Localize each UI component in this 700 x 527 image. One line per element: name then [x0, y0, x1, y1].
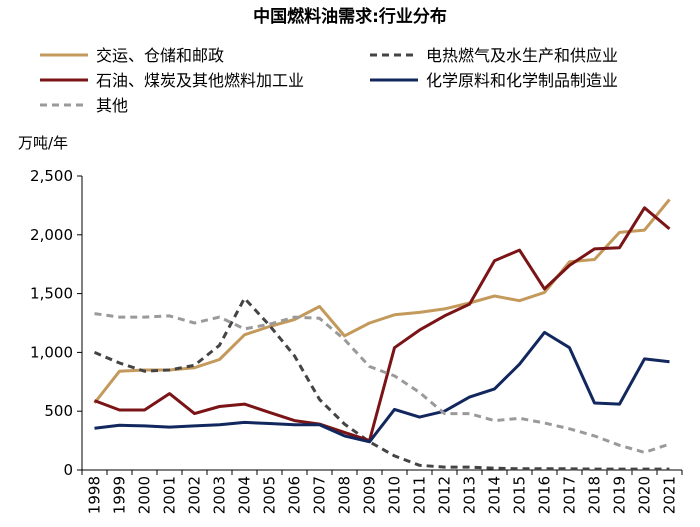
- series-line-series-5: [94, 312, 670, 454]
- legend-item-series-2: 电热燃气及水生产和供应业: [370, 46, 618, 65]
- y-tick-label: 1,000: [30, 343, 73, 361]
- x-tick-label: 2016: [536, 476, 554, 514]
- legend-item-series-4: 化学原料和化学制品制造业: [370, 71, 618, 90]
- x-tick-label: 2009: [361, 476, 379, 514]
- legend-item-series-3: 石油、煤炭及其他燃料加工业: [40, 71, 304, 90]
- x-tick-label: 2008: [336, 476, 354, 514]
- legend-item-series-5: 其他: [40, 96, 128, 115]
- x-tick-label: 2004: [236, 476, 254, 514]
- y-axis-unit-label: 万吨/年: [18, 134, 68, 152]
- chart-title: 中国燃料油需求:行业分布: [253, 6, 447, 27]
- legend-label-series-4: 化学原料和化学制品制造业: [426, 71, 618, 90]
- legend-item-series-1: 交运、仓储和邮政: [40, 46, 224, 65]
- y-tick-label: 1,500: [30, 285, 73, 303]
- y-tick-label: 500: [44, 402, 73, 420]
- x-tick-label: 2018: [586, 476, 604, 514]
- legend-label-series-2: 电热燃气及水生产和供应业: [426, 46, 618, 65]
- legend-label-series-1: 交运、仓储和邮政: [96, 46, 224, 65]
- x-tick-label: 2020: [636, 476, 654, 514]
- y-tick-label: 2,500: [30, 167, 73, 185]
- legend-label-series-5: 其他: [96, 96, 128, 115]
- x-tick-label: 2015: [511, 476, 529, 514]
- x-tick-label: 2012: [436, 476, 454, 514]
- x-tick-label: 2021: [661, 476, 679, 514]
- series-line-series-2: [93, 296, 670, 471]
- x-tick-label: 2002: [186, 476, 204, 514]
- x-tick-label: 2011: [411, 476, 429, 514]
- x-tick-label: 2019: [611, 476, 629, 514]
- x-tick-label: 2014: [486, 476, 504, 514]
- x-tick-label: 1998: [86, 476, 104, 514]
- x-tick-label: 2006: [286, 476, 304, 514]
- x-tick-label: 2013: [461, 476, 479, 514]
- series-line-series-4: [94, 330, 670, 444]
- x-tick-label: 2010: [386, 476, 404, 514]
- x-tick-label: 2007: [311, 476, 329, 514]
- y-tick-label: 0: [63, 461, 73, 479]
- x-tick-label: 2000: [136, 476, 154, 514]
- x-tick-label: 2005: [261, 476, 279, 514]
- x-tick-label: 2017: [561, 476, 579, 514]
- x-tick-label: 2003: [211, 476, 229, 514]
- legend-label-series-3: 石油、煤炭及其他燃料加工业: [96, 71, 304, 90]
- y-tick-label: 2,000: [30, 226, 73, 244]
- plot-area: 0 500 1,000 1,500 2,000 2,500 1998 1999 2000 2001…: [30, 167, 683, 514]
- series-line-series-3: [93, 206, 671, 443]
- x-tick-label: 2001: [161, 476, 179, 514]
- x-tick-label: 1999: [111, 476, 129, 514]
